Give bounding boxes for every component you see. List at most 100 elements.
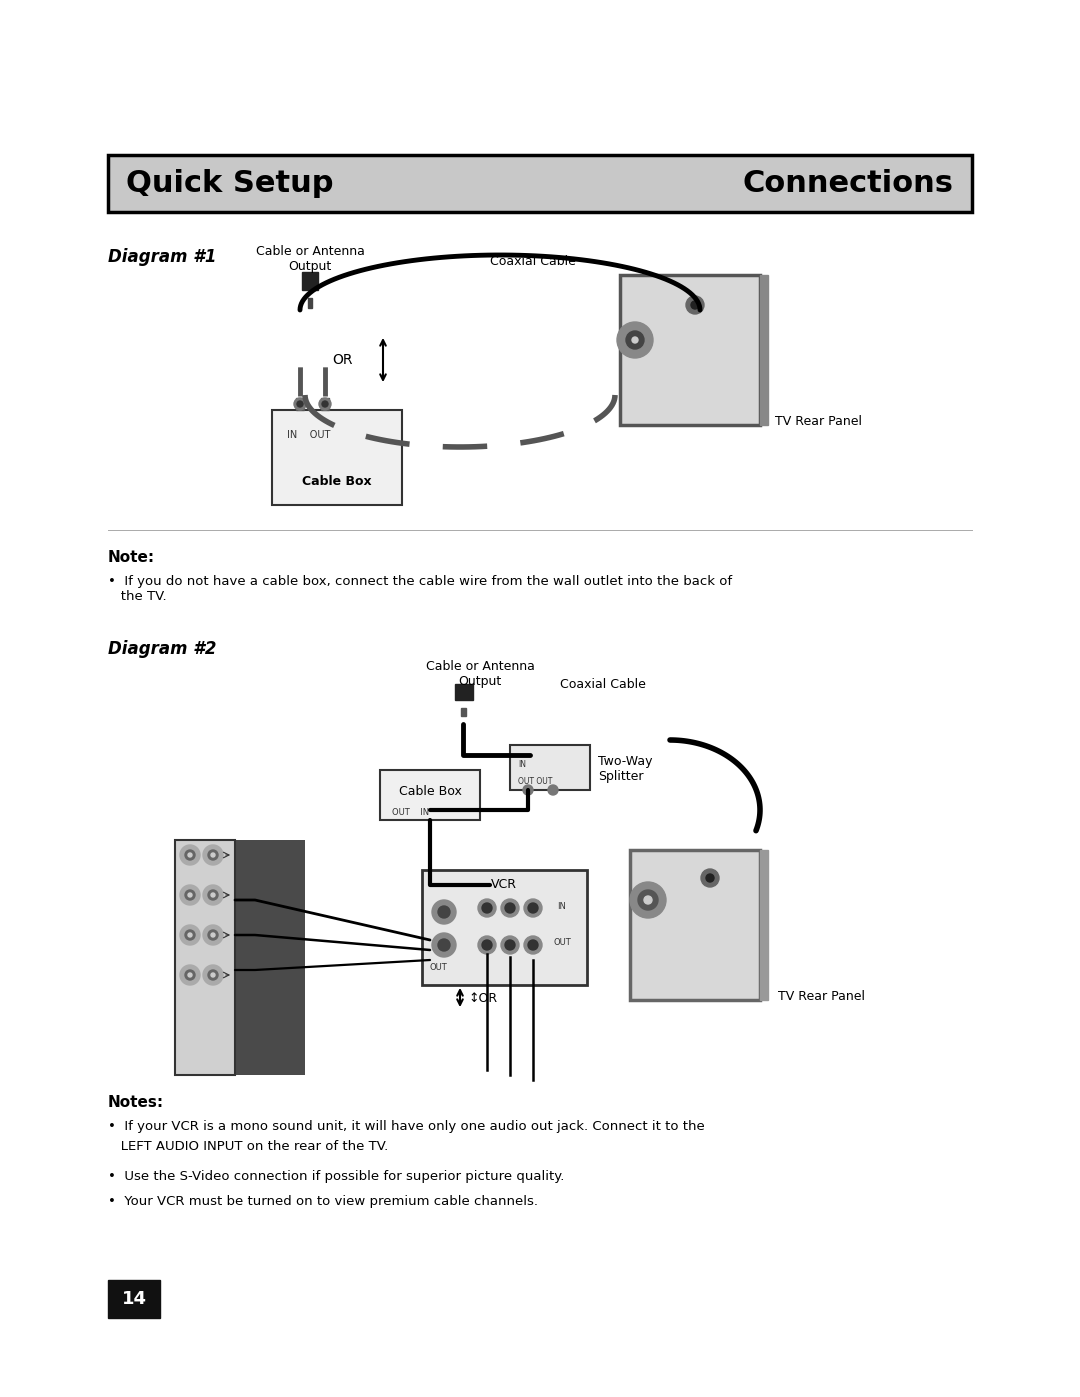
Circle shape: [203, 845, 222, 865]
Circle shape: [185, 930, 195, 940]
Bar: [272, 409, 402, 504]
Circle shape: [211, 854, 215, 856]
Circle shape: [617, 321, 653, 358]
Bar: [630, 849, 760, 1000]
Text: •  If your VCR is a mono sound unit, it will have only one audio out jack. Conne: • If your VCR is a mono sound unit, it w…: [108, 1120, 705, 1133]
Circle shape: [630, 882, 666, 918]
Circle shape: [208, 930, 218, 940]
Text: OUT: OUT: [554, 937, 571, 947]
Text: OUT OUT: OUT OUT: [518, 777, 552, 787]
Text: IN: IN: [518, 760, 526, 768]
Bar: [296, 398, 303, 409]
Text: IN    OUT: IN OUT: [287, 430, 330, 440]
Text: Coaxial Cable: Coaxial Cable: [561, 678, 646, 692]
Circle shape: [185, 849, 195, 861]
Circle shape: [180, 965, 200, 985]
Circle shape: [211, 972, 215, 977]
Bar: [108, 155, 972, 212]
Circle shape: [432, 933, 456, 957]
Circle shape: [432, 900, 456, 923]
Bar: [422, 870, 588, 985]
Circle shape: [203, 965, 222, 985]
Bar: [760, 275, 768, 425]
Circle shape: [188, 854, 192, 856]
Circle shape: [482, 902, 492, 914]
Circle shape: [185, 890, 195, 900]
Circle shape: [644, 895, 652, 904]
Text: OUT    IN: OUT IN: [392, 807, 429, 817]
Circle shape: [185, 970, 195, 981]
Circle shape: [501, 936, 519, 954]
Bar: [760, 849, 768, 1000]
Bar: [380, 770, 480, 820]
Text: VCR: VCR: [491, 877, 517, 891]
Bar: [302, 272, 318, 291]
Bar: [461, 708, 465, 717]
Circle shape: [528, 902, 538, 914]
Text: Cable or Antenna
Output: Cable or Antenna Output: [256, 244, 364, 272]
Bar: [510, 745, 590, 789]
Text: IN: IN: [557, 902, 566, 911]
Circle shape: [524, 936, 542, 954]
Text: Cable Box: Cable Box: [399, 785, 461, 798]
Circle shape: [523, 785, 534, 795]
Circle shape: [294, 398, 306, 409]
Text: Notes:: Notes:: [108, 1095, 164, 1111]
Bar: [455, 685, 473, 700]
Text: ↕OR: ↕OR: [468, 992, 497, 1004]
Circle shape: [180, 925, 200, 944]
Circle shape: [203, 925, 222, 944]
Circle shape: [211, 933, 215, 937]
Circle shape: [297, 401, 303, 407]
Circle shape: [686, 296, 704, 314]
Text: Cable Box: Cable Box: [302, 475, 372, 488]
Text: •  Use the S-Video connection if possible for superior picture quality.: • Use the S-Video connection if possible…: [108, 1171, 565, 1183]
Circle shape: [528, 940, 538, 950]
Circle shape: [319, 398, 330, 409]
Text: OUT: OUT: [430, 963, 448, 972]
Bar: [620, 275, 760, 425]
Text: LEFT AUDIO INPUT on the rear of the TV.: LEFT AUDIO INPUT on the rear of the TV.: [108, 1140, 388, 1153]
Circle shape: [208, 849, 218, 861]
Text: Diagram #2: Diagram #2: [108, 640, 216, 658]
Text: •  If you do not have a cable box, connect the cable wire from the wall outlet i: • If you do not have a cable box, connec…: [108, 576, 732, 604]
Circle shape: [180, 886, 200, 905]
Circle shape: [701, 869, 719, 887]
Circle shape: [478, 900, 496, 916]
Text: Cable or Antenna
Output: Cable or Antenna Output: [426, 659, 535, 687]
Text: OR: OR: [333, 353, 353, 367]
Circle shape: [188, 893, 192, 897]
Circle shape: [188, 933, 192, 937]
Circle shape: [482, 940, 492, 950]
Circle shape: [478, 936, 496, 954]
Circle shape: [208, 890, 218, 900]
Circle shape: [180, 845, 200, 865]
Bar: [308, 298, 312, 307]
Circle shape: [706, 875, 714, 882]
Text: Coaxial Cable: Coaxial Cable: [490, 256, 576, 268]
Text: TV Rear Panel: TV Rear Panel: [775, 415, 862, 427]
Bar: [108, 1280, 160, 1317]
Text: Diagram #1: Diagram #1: [108, 249, 216, 265]
Circle shape: [691, 300, 699, 309]
Bar: [225, 840, 305, 1076]
Bar: [321, 398, 329, 409]
Circle shape: [322, 401, 328, 407]
Circle shape: [505, 940, 515, 950]
Text: TV Rear Panel: TV Rear Panel: [778, 990, 865, 1003]
Text: Quick Setup: Quick Setup: [126, 169, 334, 198]
Circle shape: [632, 337, 638, 344]
Circle shape: [211, 893, 215, 897]
Text: Connections: Connections: [743, 169, 954, 198]
Text: Note:: Note:: [108, 550, 156, 564]
Text: Two-Way
Splitter: Two-Way Splitter: [598, 754, 652, 782]
Text: •  Your VCR must be turned on to view premium cable channels.: • Your VCR must be turned on to view pre…: [108, 1194, 538, 1208]
Circle shape: [188, 972, 192, 977]
Circle shape: [638, 890, 658, 909]
Circle shape: [438, 939, 450, 951]
Circle shape: [548, 785, 558, 795]
Circle shape: [501, 900, 519, 916]
Text: 14: 14: [121, 1289, 147, 1308]
Circle shape: [208, 970, 218, 981]
Circle shape: [524, 900, 542, 916]
